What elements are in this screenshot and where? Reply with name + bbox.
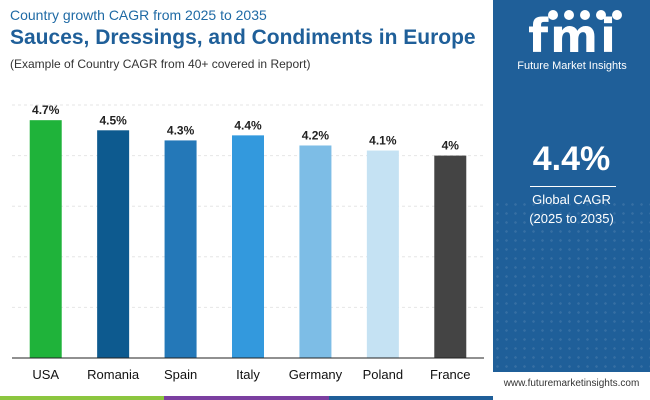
global-cagr-title: Global CAGR xyxy=(532,192,611,207)
website-link[interactable]: www.futuremarketinsights.com xyxy=(493,377,650,391)
sidebar-panel: fmi Future Market Insights xyxy=(493,0,650,400)
category-label-romania: Romania xyxy=(87,367,140,382)
bar-germany xyxy=(299,145,332,358)
bottom-bar-segment xyxy=(0,396,165,400)
category-label-italy: Italy xyxy=(236,367,260,382)
bottom-bar-segment xyxy=(164,396,329,400)
bar-poland xyxy=(366,150,399,358)
value-label-romania: 4.5% xyxy=(99,113,127,127)
value-label-usa: 4.7% xyxy=(32,103,60,117)
logo-icons xyxy=(548,10,622,20)
category-label-france: France xyxy=(430,367,470,382)
bar-romania xyxy=(97,130,130,358)
chart-subtitle: Country growth CAGR from 2025 to 2035 xyxy=(10,7,267,23)
logo-letters: fmi xyxy=(528,9,618,63)
logo-text: Future Market Insights xyxy=(517,60,627,72)
global-cagr-label: Global CAGR (2025 to 2035) xyxy=(493,190,650,228)
logo-circle-icon xyxy=(596,10,606,20)
category-label-spain: Spain xyxy=(164,367,197,382)
value-label-spain: 4.3% xyxy=(167,123,195,137)
chart-category-labels: USA Romania Spain Italy Germany Poland France xyxy=(32,367,470,382)
value-label-france: 4% xyxy=(442,139,460,153)
bar-usa xyxy=(29,120,62,359)
value-label-poland: 4.1% xyxy=(369,134,397,148)
global-cagr-period: (2025 to 2035) xyxy=(529,211,614,226)
chart-bars xyxy=(29,120,467,359)
bar-chart: 4.7% 4.5% 4.3% 4.4% 4.2% 4.1% 4% USA Romania Spa… xyxy=(12,103,484,382)
global-cagr-divider xyxy=(530,186,616,187)
bar-france xyxy=(434,155,467,358)
logo-circle-icon xyxy=(612,10,622,20)
category-label-usa: USA xyxy=(32,367,59,382)
bar-italy xyxy=(232,135,264,358)
bar-spain xyxy=(164,140,197,358)
dot-pattern xyxy=(493,200,650,400)
value-label-germany: 4.2% xyxy=(302,128,330,142)
global-cagr-value: 4.4% xyxy=(532,140,611,178)
bottom-color-bar xyxy=(0,396,493,400)
category-label-germany: Germany xyxy=(289,367,343,382)
logo-circle-icon xyxy=(548,10,558,20)
chart-title: Sauces, Dressings, and Condiments in Eur… xyxy=(10,26,476,49)
chart-note: (Example of Country CAGR from 40+ covere… xyxy=(10,57,311,71)
value-label-italy: 4.4% xyxy=(234,118,262,132)
chart-value-labels: 4.7% 4.5% 4.3% 4.4% 4.2% 4.1% 4% xyxy=(32,103,459,152)
logo-circle-icon xyxy=(564,10,574,20)
chart-header: Country growth CAGR from 2025 to 2035 Sa… xyxy=(10,6,490,72)
category-label-poland: Poland xyxy=(363,367,403,382)
bottom-bar-segment xyxy=(328,396,493,400)
logo-circle-icon xyxy=(580,10,590,20)
